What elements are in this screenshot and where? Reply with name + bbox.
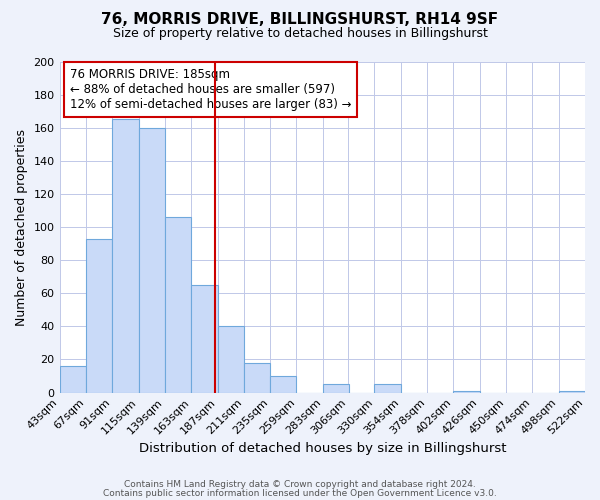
Text: Size of property relative to detached houses in Billingshurst: Size of property relative to detached ho… (113, 28, 487, 40)
Bar (112, 120, 139, 392)
Bar (270, 376, 296, 392)
X-axis label: Distribution of detached houses by size in Billingshurst: Distribution of detached houses by size … (139, 442, 506, 455)
Bar (59, 366, 86, 392)
Bar (323, 384, 349, 392)
Bar (191, 285, 218, 393)
Text: 76 MORRIS DRIVE: 185sqm
← 88% of detached houses are smaller (597)
12% of semi-d: 76 MORRIS DRIVE: 185sqm ← 88% of detache… (70, 68, 352, 111)
Bar (244, 363, 270, 392)
Bar (454, 391, 479, 392)
Bar (165, 217, 191, 392)
Bar (218, 326, 244, 392)
Bar (374, 384, 401, 392)
Bar (86, 238, 112, 392)
Text: 76, MORRIS DRIVE, BILLINGSHURST, RH14 9SF: 76, MORRIS DRIVE, BILLINGSHURST, RH14 9S… (101, 12, 499, 28)
Bar (139, 128, 165, 392)
Text: Contains public sector information licensed under the Open Government Licence v3: Contains public sector information licen… (103, 488, 497, 498)
Text: Contains HM Land Registry data © Crown copyright and database right 2024.: Contains HM Land Registry data © Crown c… (124, 480, 476, 489)
Y-axis label: Number of detached properties: Number of detached properties (15, 128, 28, 326)
Bar (559, 391, 585, 392)
